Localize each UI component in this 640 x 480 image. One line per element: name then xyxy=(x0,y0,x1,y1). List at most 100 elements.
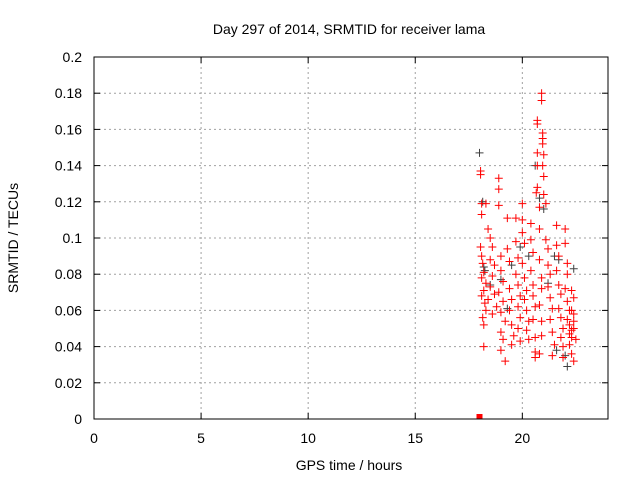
data-point-marker xyxy=(488,243,497,252)
data-point-marker xyxy=(476,170,485,179)
data-point-marker xyxy=(494,174,503,183)
data-point-marker xyxy=(569,310,578,319)
data-point-marker xyxy=(505,257,514,266)
data-point-marker xyxy=(477,291,486,300)
data-point-marker xyxy=(516,291,525,300)
grid xyxy=(94,57,608,419)
data-point-marker xyxy=(499,297,508,306)
data-point-marker xyxy=(503,244,512,253)
data-point-marker xyxy=(535,255,544,264)
data-point-marker xyxy=(518,215,527,224)
data-point-marker xyxy=(537,89,546,98)
data-point-marker xyxy=(514,281,523,290)
data-point-marker xyxy=(546,293,555,302)
data-point-marker xyxy=(507,340,516,349)
data-point-marker xyxy=(567,306,576,315)
data-point-marker xyxy=(526,235,535,244)
y-tick-label: 0.1 xyxy=(63,230,83,246)
chart-title: Day 297 of 2014, SRMTID for receiver lam… xyxy=(213,21,486,37)
data-point-marker xyxy=(522,306,531,315)
data-point-marker xyxy=(552,346,561,355)
data-point-marker xyxy=(477,273,486,282)
data-point-marker xyxy=(544,261,553,270)
data-point-marker xyxy=(484,295,493,304)
data-point-marker xyxy=(533,119,542,128)
data-point-marker xyxy=(486,234,495,242)
x-tick-label: 20 xyxy=(515,430,531,446)
data-point-marker xyxy=(490,261,499,270)
data-point-marker xyxy=(475,148,484,157)
data-point-marker xyxy=(503,214,512,223)
data-point-marker xyxy=(496,275,505,284)
data-point-marker xyxy=(526,266,535,275)
data-point-marker xyxy=(496,266,505,275)
data-point-marker xyxy=(499,277,508,286)
data-point-marker xyxy=(529,291,538,300)
y-tick-label: 0.14 xyxy=(55,158,82,174)
data-points xyxy=(475,89,580,419)
data-point-marker xyxy=(518,199,527,208)
data-point-marker xyxy=(520,273,529,282)
data-point-marker xyxy=(546,315,555,324)
data-point-marker xyxy=(496,328,505,337)
data-point-marker xyxy=(532,188,541,197)
data-point-marker xyxy=(537,331,546,340)
data-point-marker xyxy=(524,335,533,344)
data-point-marker xyxy=(541,199,550,208)
data-point-marker xyxy=(546,270,555,279)
data-point-marker xyxy=(501,317,510,326)
data-point-marker xyxy=(569,293,578,302)
y-tick-label: 0.04 xyxy=(55,339,82,355)
data-point-marker xyxy=(518,259,527,268)
data-point-marker xyxy=(478,197,487,206)
data-point-marker xyxy=(538,161,547,170)
data-point-marker xyxy=(503,304,512,313)
data-point-marker xyxy=(539,150,548,159)
data-point-marker xyxy=(554,252,563,261)
data-point-marker xyxy=(563,297,572,306)
data-point-marker xyxy=(556,290,565,299)
data-point-marker xyxy=(484,224,493,233)
data-point-marker xyxy=(563,259,572,268)
data-point-marker xyxy=(544,282,553,291)
data-point-marker xyxy=(490,290,499,299)
data-point-marker xyxy=(514,302,523,311)
y-tick-label: 0.12 xyxy=(55,194,82,210)
data-point-marker xyxy=(550,340,559,349)
data-point-marker xyxy=(569,357,578,366)
data-point-marker xyxy=(539,205,548,214)
data-point-marker xyxy=(531,302,540,311)
data-point-marker xyxy=(501,357,510,366)
data-point-marker xyxy=(561,239,570,248)
data-point-marker xyxy=(478,313,487,322)
data-point-marker xyxy=(541,235,550,244)
data-point-marker xyxy=(552,266,561,275)
data-point-marker xyxy=(552,221,561,230)
data-point-marker xyxy=(535,349,544,358)
data-point-marker xyxy=(559,342,568,351)
data-point-marker xyxy=(476,243,485,252)
data-point-marker xyxy=(509,331,518,340)
data-point-marker xyxy=(480,299,489,308)
data-point-marker xyxy=(479,268,488,277)
data-point-marker xyxy=(499,335,508,344)
data-point-marker xyxy=(481,306,490,315)
y-tick-label: 0.18 xyxy=(55,85,82,101)
data-point-marker xyxy=(478,259,487,268)
data-point-marker xyxy=(567,333,576,342)
data-point-marker xyxy=(480,266,489,275)
data-point-marker xyxy=(486,255,495,264)
data-point-marker xyxy=(554,304,563,313)
data-point-marker xyxy=(559,353,568,362)
data-point-marker xyxy=(505,284,514,293)
data-point-marker xyxy=(476,414,483,419)
data-point-marker xyxy=(496,252,505,261)
data-point-marker xyxy=(535,300,544,309)
data-point-marker xyxy=(571,335,580,344)
axis-ticks: 0 5 10 15 20 0 0.02 0.04 0.06 0.08 0.1 0.12 0.14 0.16… xyxy=(55,49,608,446)
data-point-marker xyxy=(496,346,505,355)
data-point-marker xyxy=(539,172,548,181)
data-point-marker xyxy=(511,237,520,246)
data-point-marker xyxy=(567,349,576,358)
